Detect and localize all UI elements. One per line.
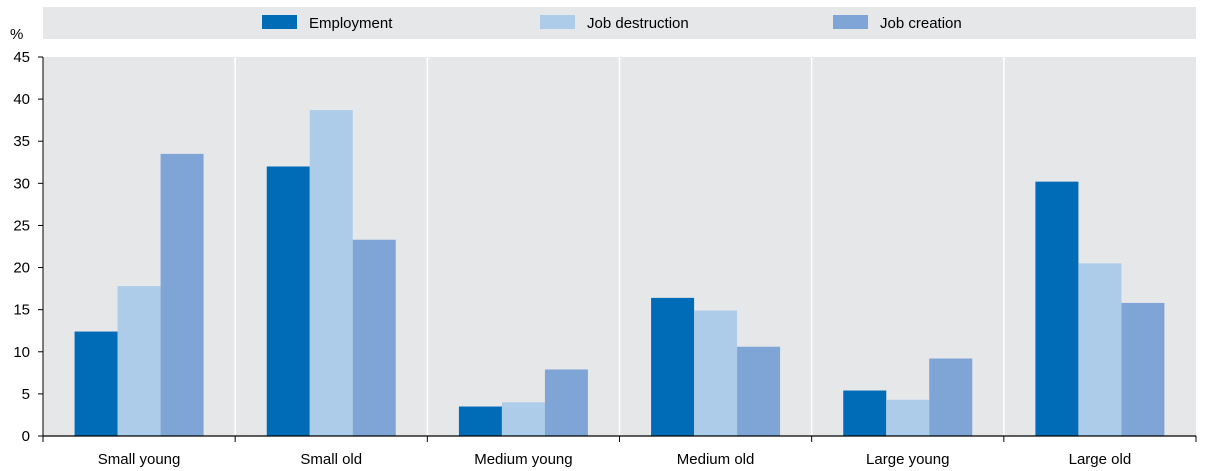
legend-background	[43, 7, 1196, 39]
bar	[352, 239, 396, 436]
bar	[1121, 302, 1165, 436]
x-axis: Small young Small old Medium young Medium o…	[42, 435, 1197, 468]
bar	[886, 399, 930, 436]
bar	[117, 286, 161, 436]
x-category-label: Small young	[98, 451, 181, 468]
y-tick-label: 5	[22, 386, 30, 403]
bar	[458, 406, 502, 436]
x-category-label: Large young	[866, 451, 949, 468]
x-category-label: Large old	[1069, 451, 1132, 468]
y-tick-label: 35	[13, 133, 30, 150]
legend-swatch	[833, 15, 868, 29]
bar	[651, 297, 695, 436]
y-tick-label: 15	[13, 302, 30, 319]
bar	[501, 402, 545, 436]
legend-swatch	[262, 15, 297, 29]
bar	[694, 310, 738, 436]
y-tick-label: 25	[13, 217, 30, 234]
y-tick-label: 0	[22, 428, 30, 445]
legend-entry: Job creation	[880, 15, 962, 32]
x-category-label: Medium young	[474, 451, 572, 468]
bar	[737, 346, 781, 436]
legend-entry: Job destruction	[587, 15, 689, 32]
y-tick-label: 30	[13, 175, 30, 192]
bars	[74, 110, 1165, 436]
legend-swatch	[540, 15, 575, 29]
y-axis-unit: %	[10, 26, 23, 43]
x-category-label: Medium old	[677, 451, 755, 468]
bar	[544, 369, 588, 436]
bar	[843, 390, 887, 436]
bar	[929, 358, 973, 436]
bar	[1035, 181, 1079, 436]
bar	[160, 153, 204, 436]
x-category-label: Small old	[300, 451, 362, 468]
bar	[1078, 263, 1122, 436]
bar	[309, 110, 353, 436]
y-tick-label: 40	[13, 91, 30, 108]
y-tick-label: 10	[13, 344, 30, 361]
y-axis: 0 5 10 15 20 25 30 35 40 45	[13, 49, 44, 445]
legend-entry: Employment	[309, 15, 393, 32]
bar	[266, 166, 310, 436]
y-tick-label: 45	[13, 49, 30, 66]
y-tick-label: 20	[13, 260, 30, 277]
category-separators	[234, 57, 1005, 436]
legend: Employment Job destruction Job creation	[43, 7, 1196, 39]
bar	[74, 331, 118, 436]
